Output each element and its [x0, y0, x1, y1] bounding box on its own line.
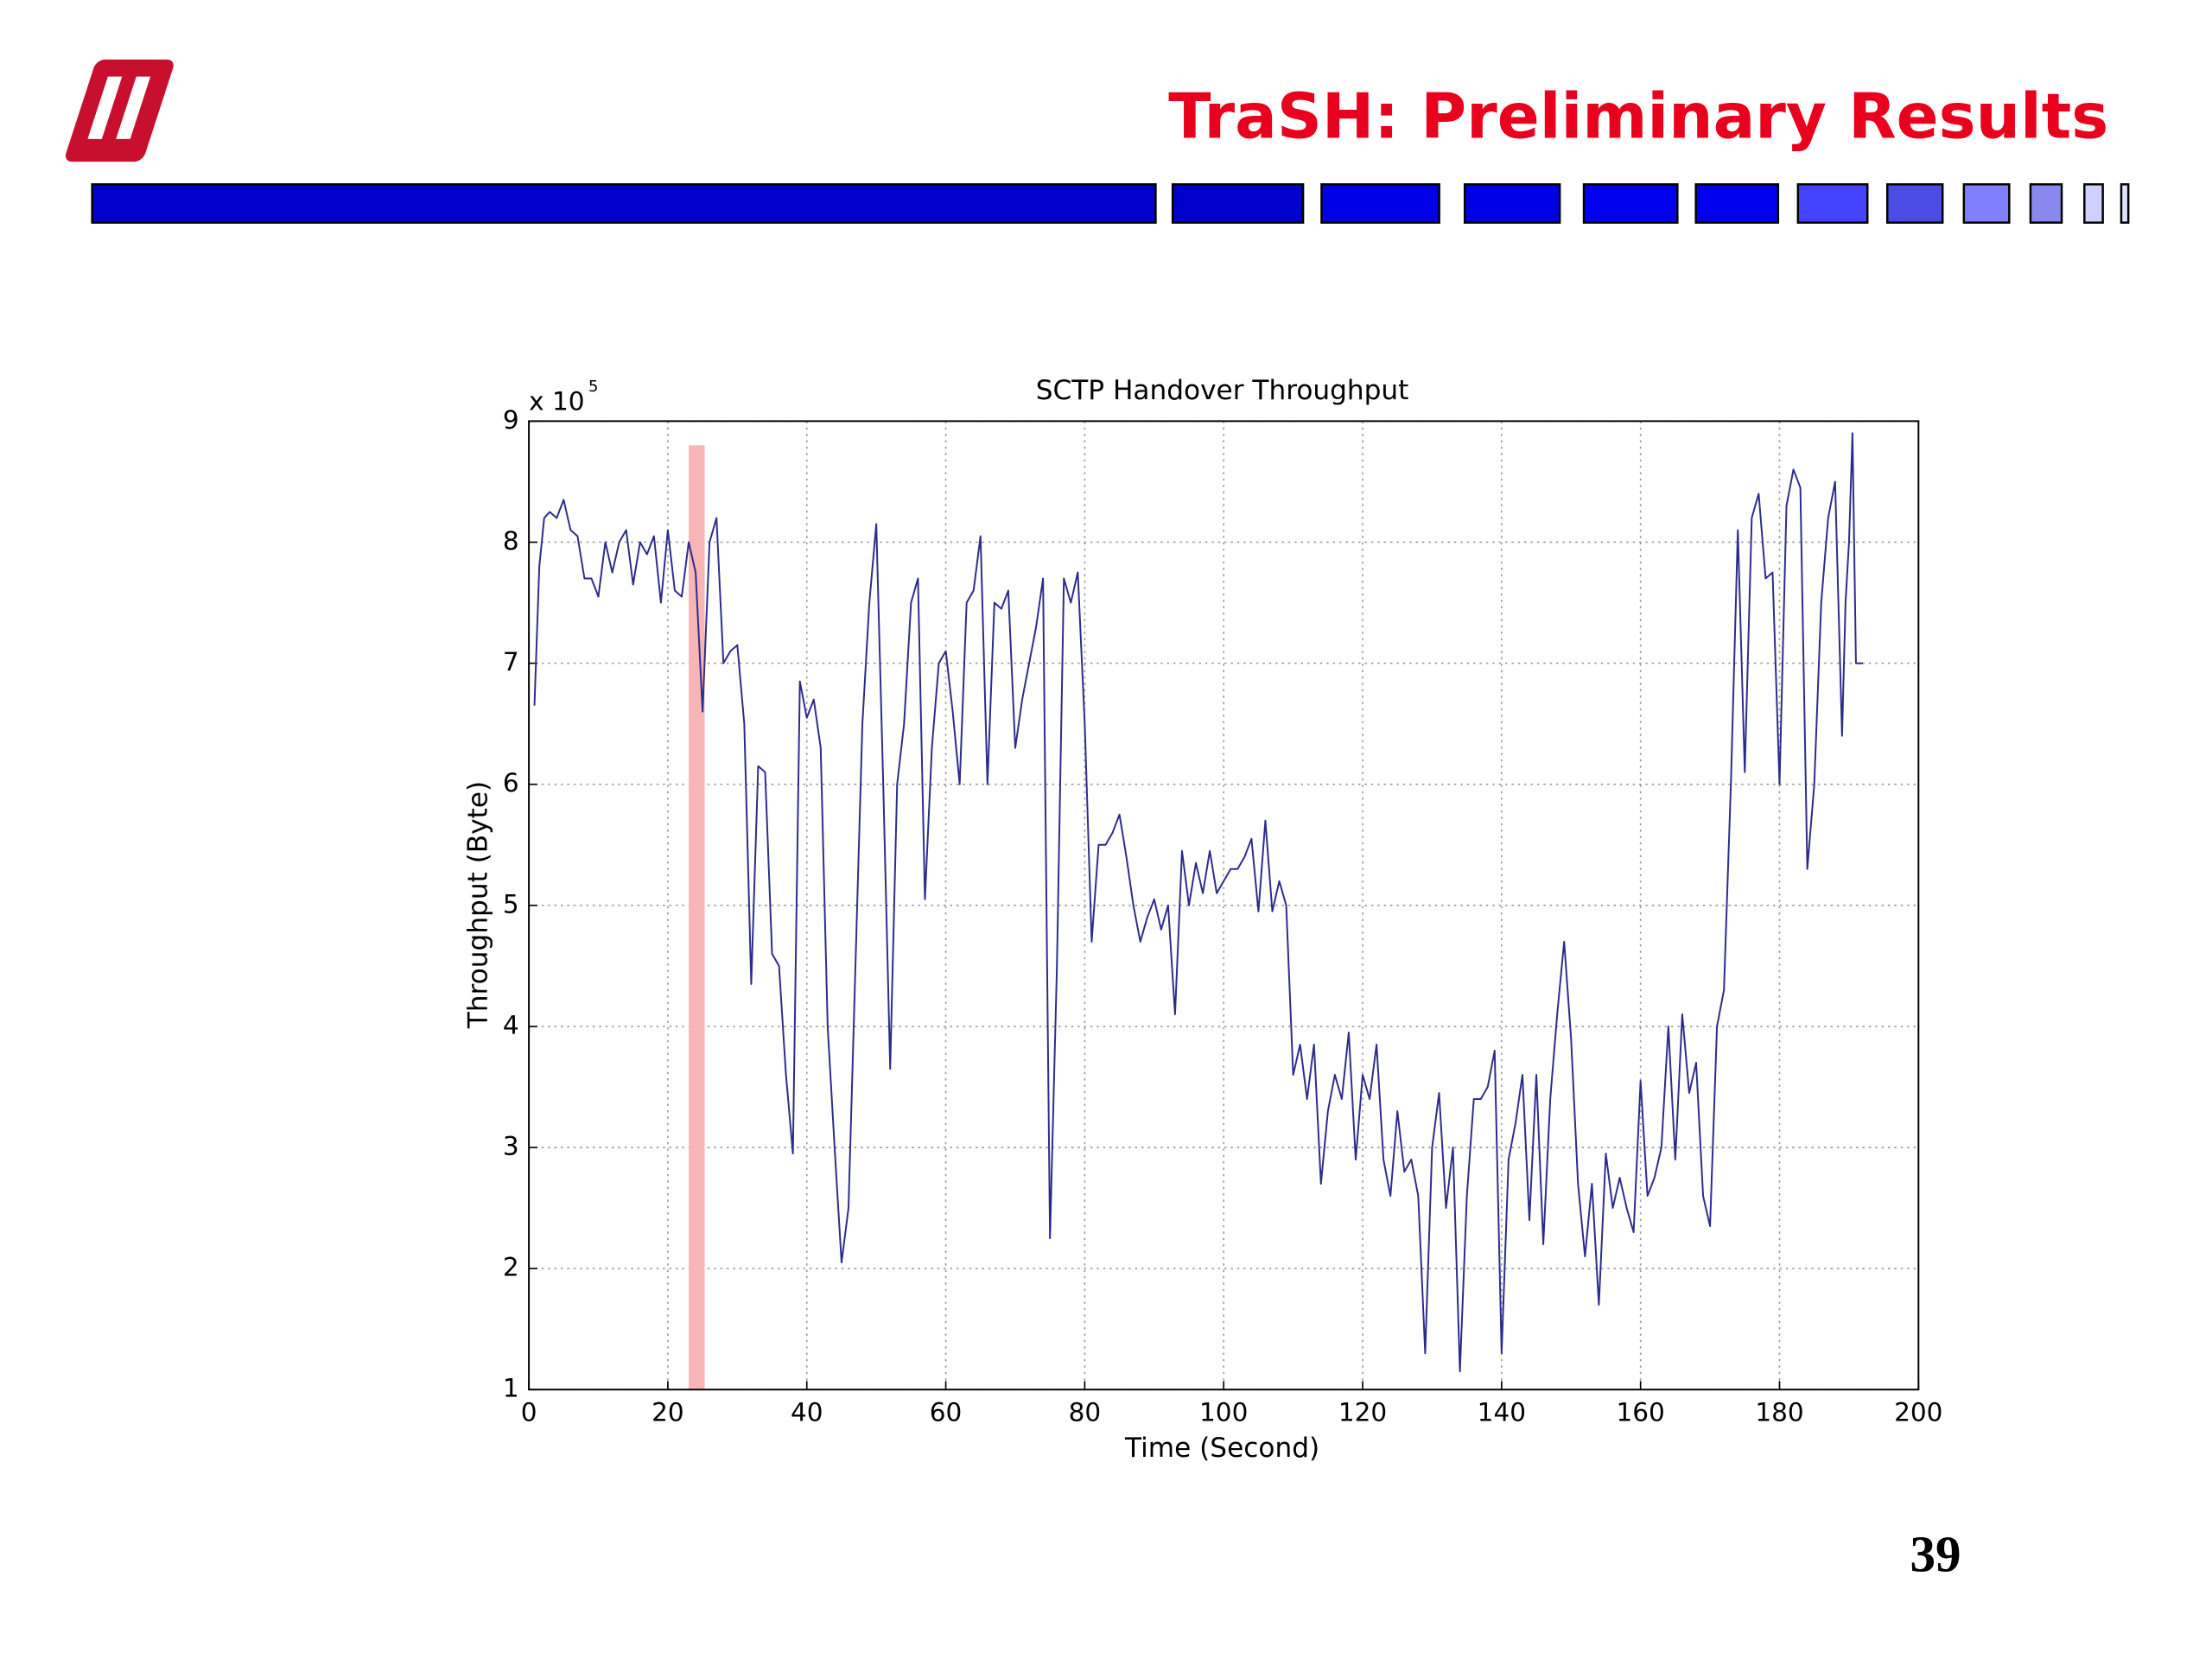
y-tick-label: 2: [503, 1253, 519, 1282]
x-tick-label: 100: [1199, 1398, 1248, 1427]
x-tick-label: 160: [1616, 1398, 1664, 1427]
y-tick-label: 6: [503, 768, 519, 798]
y-tick-label: 8: [503, 526, 519, 556]
x-tick-label: 40: [791, 1398, 823, 1427]
bar-segment: [1171, 183, 1305, 224]
x-tick-label: 200: [1894, 1398, 1942, 1427]
logo: [65, 59, 174, 162]
header-bar: [91, 183, 2130, 224]
x-tick-label: 80: [1069, 1398, 1102, 1427]
x-axis-label: Time (Second): [1124, 1433, 1319, 1464]
slide-title: TraSH: Preliminary Results: [1168, 81, 2108, 154]
plot-frame: [528, 420, 1920, 1391]
x-tick-label: 180: [1755, 1398, 1803, 1427]
y-tick-label: 9: [503, 405, 519, 435]
y-tick-label: 1: [503, 1374, 519, 1403]
page-number: 39: [1910, 1526, 1961, 1583]
y-tick-label: 3: [503, 1132, 519, 1161]
y-tick-label: 5: [503, 889, 519, 918]
y-scale-exponent: 5: [588, 378, 598, 396]
bar-segment: [2083, 183, 2104, 224]
bar-segment: [1885, 183, 1944, 224]
bar-segment: [1320, 183, 1440, 224]
bar-segment: [1962, 183, 2011, 224]
x-tick-label: 0: [521, 1398, 537, 1427]
y-axis-label: Throughput (Byte): [463, 781, 494, 1029]
bar-segment: [1694, 183, 1780, 224]
y-scale-label: x 10: [529, 387, 584, 416]
logo-stroke: [116, 76, 151, 139]
logo-shape: [65, 59, 174, 162]
y-tick-label: 4: [503, 1010, 519, 1039]
bar-segment: [1796, 183, 1869, 224]
x-tick-label: 60: [930, 1398, 963, 1427]
bar-segment: [2120, 183, 2130, 224]
bar-segment: [91, 183, 1157, 224]
x-tick-label: 20: [652, 1398, 684, 1427]
chart-title: SCTP Handover Throughput: [1036, 375, 1409, 406]
bar-segment: [1582, 183, 1679, 224]
y-tick-label: 7: [503, 647, 519, 677]
logo-stroke: [87, 76, 123, 139]
x-tick-label: 140: [1478, 1398, 1526, 1427]
bar-segment: [2029, 183, 2063, 224]
data-line: [533, 432, 1863, 1373]
bar-segment: [1463, 183, 1561, 224]
x-tick-label: 120: [1338, 1398, 1387, 1427]
